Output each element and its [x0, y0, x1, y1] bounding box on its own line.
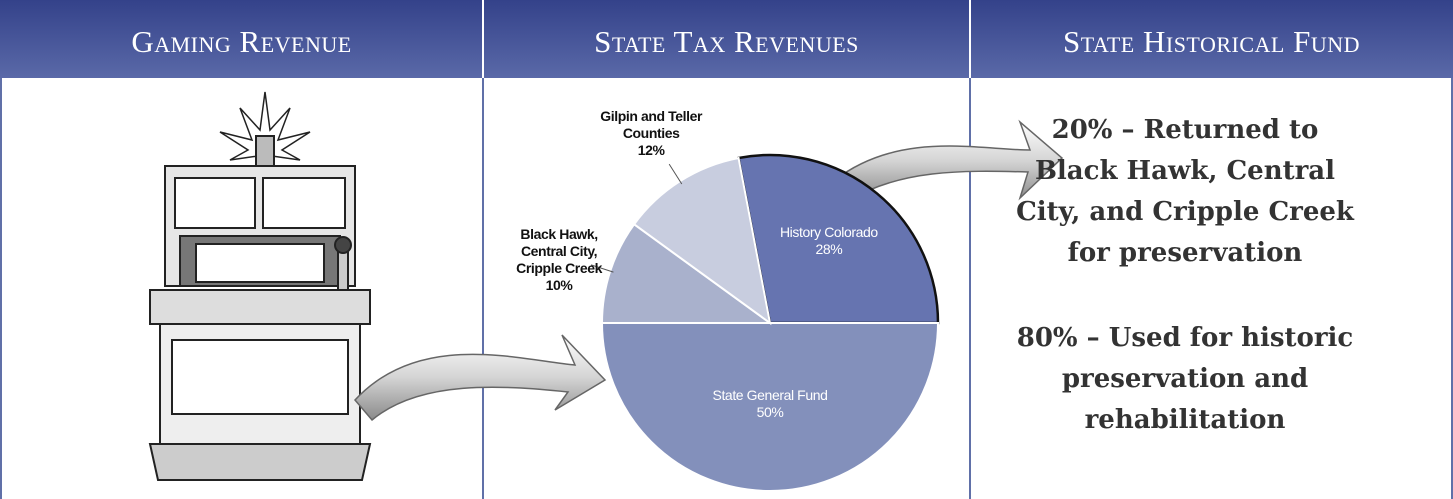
pie	[590, 153, 940, 492]
slot-machine	[148, 91, 372, 481]
header-band	[0, 0, 1453, 78]
slice-category: Black Hawk, Central City, Cripple Creek	[516, 226, 602, 277]
pie-slice	[737, 153, 940, 325]
pie-slice	[600, 322, 940, 492]
leader-line	[590, 264, 614, 273]
slice-category: Gilpin and Teller Counties	[600, 107, 703, 141]
fund-text: 80% – Used for historic preservation and…	[1016, 323, 1354, 435]
slice-label: Gilpin and Teller Counties 12%	[592, 108, 710, 159]
slice-label: Black Hawk, Central City, Cripple Creek 1…	[500, 226, 618, 294]
slice-category: History Colorado	[779, 223, 878, 240]
header: Gaming Revenue	[131, 24, 352, 59]
slice-value: 10%	[545, 277, 573, 294]
slice-label: State General Fund 50%	[710, 387, 830, 421]
slice-label: History Colorado 28%	[769, 224, 889, 258]
slice-value: 28%	[815, 240, 843, 257]
leader-line	[668, 163, 683, 185]
fund-text: 20% – Returned to Black Hawk, Central Ci…	[1016, 115, 1354, 268]
arrow	[833, 119, 1064, 201]
header: State Historical Fund	[1062, 24, 1361, 59]
header: State Tax Revenues	[594, 24, 859, 59]
slice-value: 50%	[756, 404, 784, 421]
slice-value: 12%	[637, 141, 665, 158]
arrow	[353, 334, 607, 422]
slice-category: State General Fund	[712, 387, 828, 404]
